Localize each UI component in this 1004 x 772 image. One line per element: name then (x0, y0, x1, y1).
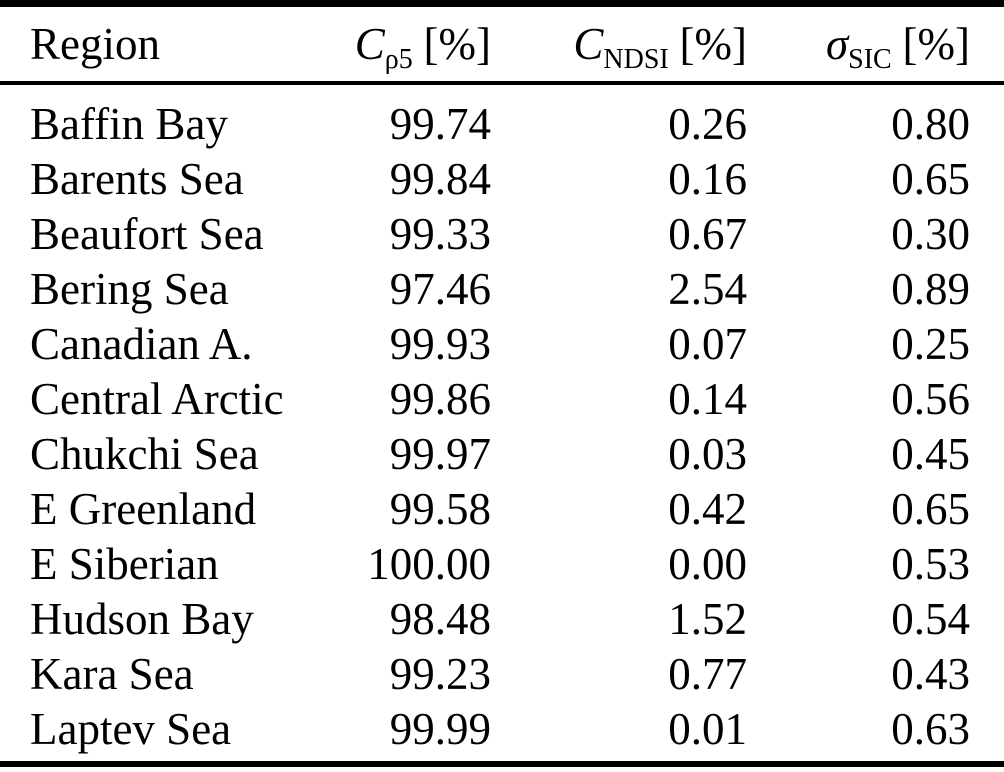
sigma-sic-cell: 0.43 (891, 649, 970, 699)
unit-percent-label: [%] (902, 19, 970, 69)
sigma-sic-cell: 0.65 (891, 154, 970, 204)
region-cell: Hudson Bay (30, 594, 254, 644)
table-row: Kara Sea 99.23 0.77 0.43 (0, 647, 1004, 702)
table-row: Laptev Sea 99.99 0.01 0.63 (0, 702, 1004, 764)
table-body: Baffin Bay 99.74 0.26 0.80 Barents Sea 9… (0, 83, 1004, 764)
table-header: Region Cρ5 [%] CNDSI [%] σSIC [%] (0, 3, 1004, 85)
sigma-sic-cell: 0.45 (891, 429, 970, 479)
table-row: Central Arctic 99.86 0.14 0.56 (0, 372, 1004, 427)
col-header-sigma-sic: σSIC [%] (747, 3, 1004, 85)
sigma-sic-cell: 0.30 (891, 209, 970, 259)
header-row: Region Cρ5 [%] CNDSI [%] σSIC [%] (0, 3, 1004, 85)
math-subscript-sic: SIC (848, 44, 892, 75)
region-cell: Barents Sea (30, 154, 244, 204)
c-rho5-cell: 99.99 (389, 704, 491, 754)
region-cell: Beaufort Sea (30, 209, 264, 259)
table-row: Bering Sea 97.46 2.54 0.89 (0, 262, 1004, 317)
c-rho5-cell: 99.97 (389, 429, 491, 479)
sigma-sic-cell: 0.63 (891, 704, 970, 754)
c-rho5-cell: 97.46 (389, 264, 491, 314)
c-rho5-cell: 99.93 (389, 319, 491, 369)
region-cell: E Greenland (30, 484, 257, 534)
table-row: Canadian A. 99.93 0.07 0.25 (0, 317, 1004, 372)
c-ndsi-cell: 2.54 (668, 264, 747, 314)
math-subscript-rho5: ρ5 (384, 44, 413, 75)
c-rho5-cell: 99.74 (389, 99, 491, 149)
sigma-sic-cell: 0.89 (891, 264, 970, 314)
sigma-sic-cell: 0.80 (891, 99, 970, 149)
region-cell: Laptev Sea (30, 704, 232, 754)
c-ndsi-cell: 0.07 (668, 319, 747, 369)
c-ndsi-cell: 0.01 (668, 704, 747, 754)
col-header-c-ndsi: CNDSI [%] (491, 3, 747, 85)
sigma-sic-cell: 0.53 (891, 539, 970, 589)
math-symbol-c: C (573, 19, 604, 69)
c-ndsi-cell: 0.16 (668, 154, 747, 204)
table-row: Hudson Bay 98.48 1.52 0.54 (0, 592, 1004, 647)
c-ndsi-cell: 0.00 (668, 539, 747, 589)
sigma-sic-cell: 0.25 (891, 319, 970, 369)
c-rho5-cell: 98.48 (389, 594, 491, 644)
sigma-sic-cell: 0.56 (891, 374, 970, 424)
c-ndsi-cell: 0.26 (668, 99, 747, 149)
math-subscript-ndsi: NDSI (603, 44, 669, 75)
table-row: E Greenland 99.58 0.42 0.65 (0, 482, 1004, 537)
c-rho5-cell: 99.84 (389, 154, 491, 204)
col-header-region: Region (0, 3, 341, 85)
c-rho5-cell: 99.58 (389, 484, 491, 534)
c-ndsi-cell: 0.67 (668, 209, 747, 259)
c-rho5-cell: 99.86 (389, 374, 491, 424)
region-cell: Baffin Bay (30, 99, 228, 149)
sigma-sic-cell: 0.54 (891, 594, 970, 644)
table-row: Barents Sea 99.84 0.16 0.65 (0, 152, 1004, 207)
table-row: E Siberian 100.00 0.00 0.53 (0, 537, 1004, 592)
region-cell: Kara Sea (30, 649, 194, 699)
c-rho5-cell: 99.23 (389, 649, 491, 699)
c-ndsi-cell: 0.03 (668, 429, 747, 479)
region-cell: E Siberian (30, 539, 219, 589)
table-row: Chukchi Sea 99.97 0.03 0.45 (0, 427, 1004, 482)
sigma-sic-cell: 0.65 (891, 484, 970, 534)
math-symbol-sigma: σ (825, 19, 849, 69)
col-header-c-rho5: Cρ5 [%] (341, 3, 491, 85)
c-ndsi-cell: 0.77 (668, 649, 747, 699)
c-rho5-cell: 99.33 (389, 209, 491, 259)
region-cell: Canadian A. (30, 319, 253, 369)
c-ndsi-cell: 0.14 (668, 374, 747, 424)
region-cell: Central Arctic (30, 374, 284, 424)
unit-percent-label: [%] (679, 19, 747, 69)
unit-percent-label: [%] (423, 19, 491, 69)
c-ndsi-cell: 0.42 (668, 484, 747, 534)
region-cell: Bering Sea (30, 264, 229, 314)
table-row: Beaufort Sea 99.33 0.67 0.30 (0, 207, 1004, 262)
table-row: Baffin Bay 99.74 0.26 0.80 (0, 83, 1004, 152)
c-rho5-cell: 100.00 (367, 539, 491, 589)
math-symbol-c: C (354, 19, 385, 69)
region-cell: Chukchi Sea (30, 429, 259, 479)
c-ndsi-cell: 1.52 (668, 594, 747, 644)
